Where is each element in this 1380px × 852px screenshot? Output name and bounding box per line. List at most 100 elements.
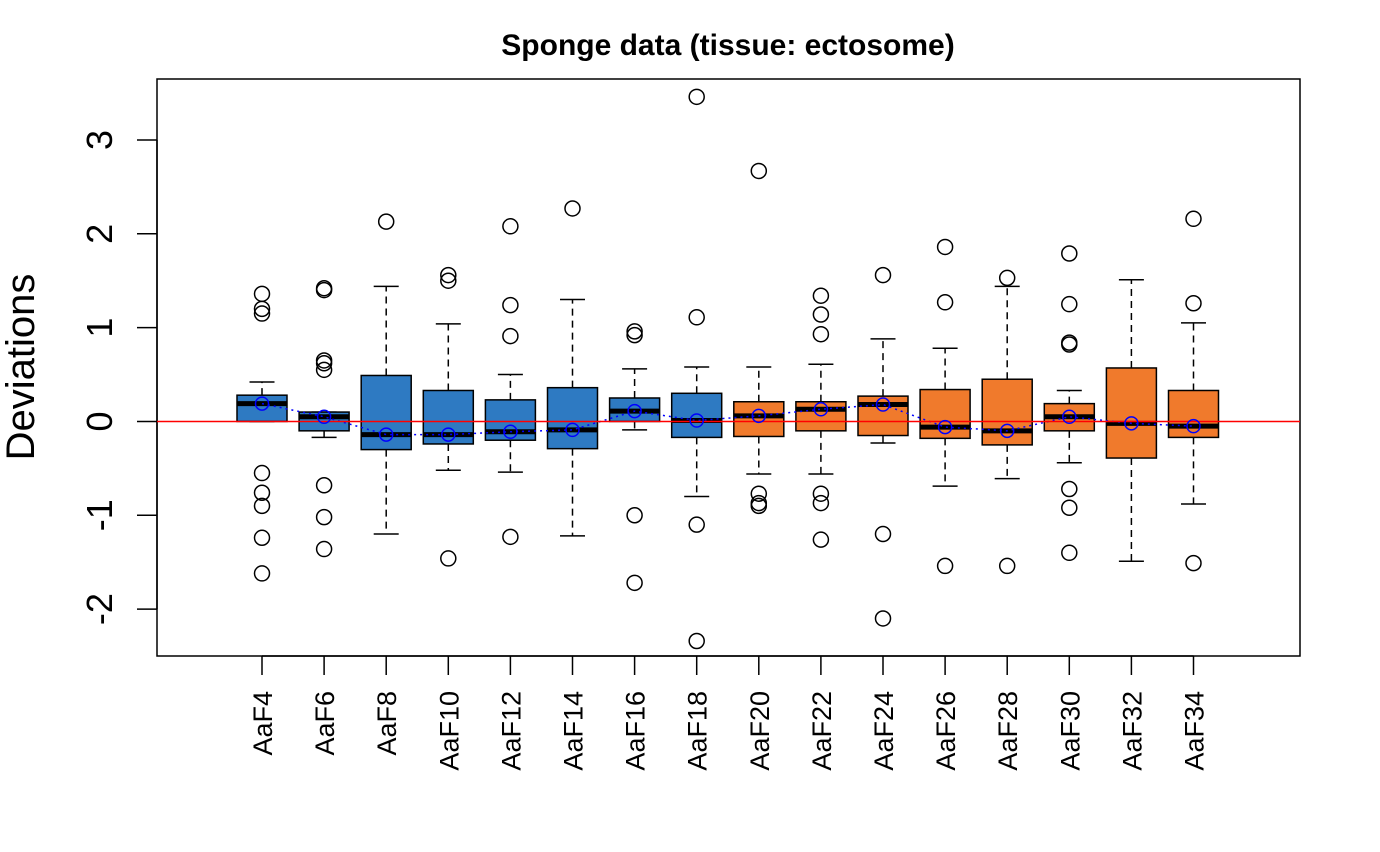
outlier-point [377, 213, 395, 230]
x-tick-label: AaF18 [683, 691, 713, 771]
outlier-point [812, 531, 830, 548]
x-tick-label: AaF16 [621, 691, 651, 771]
outlier-point [502, 296, 519, 314]
outlier-point [688, 516, 705, 533]
outlier-point [502, 528, 519, 546]
outlier-point [688, 632, 705, 650]
mean-point [875, 397, 891, 412]
box-AaF8 [360, 374, 412, 451]
y-tick-label: 1 [79, 318, 120, 338]
outlier-point [998, 269, 1016, 287]
outlier-point [688, 88, 705, 106]
outlier-point [253, 529, 271, 547]
outlier-point [1061, 499, 1078, 517]
outlier-point [874, 610, 892, 627]
y-tick-label: -2 [79, 593, 120, 625]
mean-point [503, 424, 518, 440]
mean-point [441, 427, 456, 442]
box-AaF22 [795, 400, 847, 432]
box-AaF24 [857, 395, 909, 437]
outlier-point [626, 507, 643, 524]
mean-point [999, 423, 1015, 439]
outlier-point [1061, 544, 1078, 562]
outlier-point [253, 497, 271, 515]
x-tick-label: AaF6 [310, 691, 340, 756]
box-AaF32 [1105, 367, 1158, 459]
y-tick-label: 0 [79, 411, 120, 431]
mean-point [689, 413, 704, 428]
mean-point [1124, 416, 1139, 431]
mean-point [1062, 409, 1077, 425]
outlier-point [874, 266, 892, 284]
outlier-point [253, 484, 271, 502]
outlier-point [440, 266, 457, 284]
outlier-point [626, 326, 643, 344]
outlier-point [1061, 245, 1078, 262]
x-tick-label: AaF26 [931, 691, 961, 771]
box-AaF20 [733, 400, 785, 438]
mean-point [813, 402, 829, 417]
outlier-point [564, 200, 581, 217]
mean-point [316, 409, 332, 425]
outlier-point [315, 355, 333, 372]
mean-point [378, 427, 394, 442]
y-tick-label: 2 [79, 224, 120, 244]
mean-point [751, 408, 767, 424]
outlier-point [1061, 480, 1078, 498]
mean-point [254, 396, 270, 411]
outlier-point [812, 287, 830, 304]
outlier-point [1185, 554, 1202, 572]
outlier-point [440, 272, 457, 289]
outlier-point [315, 281, 333, 299]
x-tick-label: AaF10 [434, 691, 464, 771]
mean-point [627, 403, 642, 419]
outlier-point [936, 238, 954, 256]
mean-point [937, 419, 953, 435]
outlier-point [750, 162, 768, 180]
x-tick-label: AaF22 [807, 691, 837, 771]
outlier-point [253, 300, 271, 318]
x-tick-label: AaF4 [248, 691, 278, 756]
box-AaF14 [546, 386, 599, 450]
mean-point [1186, 418, 1201, 434]
outlier-point [626, 574, 643, 592]
y-axis-label: Deviations [0, 274, 43, 461]
x-tick-label: AaF34 [1180, 691, 1210, 771]
outlier-point [315, 540, 333, 558]
box-AaF18 [670, 392, 723, 439]
plot-area: -2 -1 0 1 2 3 AaF4 AaF6 AaF8 AaF10 AaF12 AaF14 AaF16… [79, 78, 1301, 771]
x-tick-label: AaF20 [745, 691, 775, 771]
outlier-point [688, 309, 705, 326]
x-tick-label: AaF32 [1117, 691, 1147, 771]
mean-point [565, 422, 580, 438]
outlier-point [812, 494, 830, 512]
x-tick-label: AaF12 [496, 691, 526, 771]
outlier-point [750, 497, 768, 515]
outlier-point [750, 485, 768, 502]
x-tick-label: AaF14 [559, 691, 589, 771]
box-AaF28 [981, 378, 1033, 446]
outlier-point [1061, 295, 1078, 313]
outlier-point [626, 323, 643, 340]
chart-title: Sponge data (tissue: ectosome) [501, 29, 954, 62]
y-tick-label: -1 [79, 499, 120, 531]
outlier-point [936, 557, 954, 575]
outlier-point [1185, 294, 1202, 312]
outlier-point [502, 327, 519, 345]
outlier-point [315, 361, 333, 379]
outlier-point [812, 485, 830, 502]
box-AaF4 [236, 394, 288, 423]
box-AaF26 [919, 388, 971, 440]
outlier-point [253, 305, 271, 322]
outlier-point [315, 508, 333, 526]
box-AaF34 [1167, 389, 1220, 439]
outlier-point [1061, 336, 1078, 353]
x-tick-label: AaF30 [1055, 691, 1085, 771]
outlier-point [1185, 210, 1202, 228]
outlier-point [253, 285, 271, 303]
outlier-point [502, 218, 519, 235]
x-tick-label: AaF24 [869, 691, 899, 771]
outlier-point [440, 550, 457, 567]
x-tick-label: AaF28 [993, 691, 1023, 771]
